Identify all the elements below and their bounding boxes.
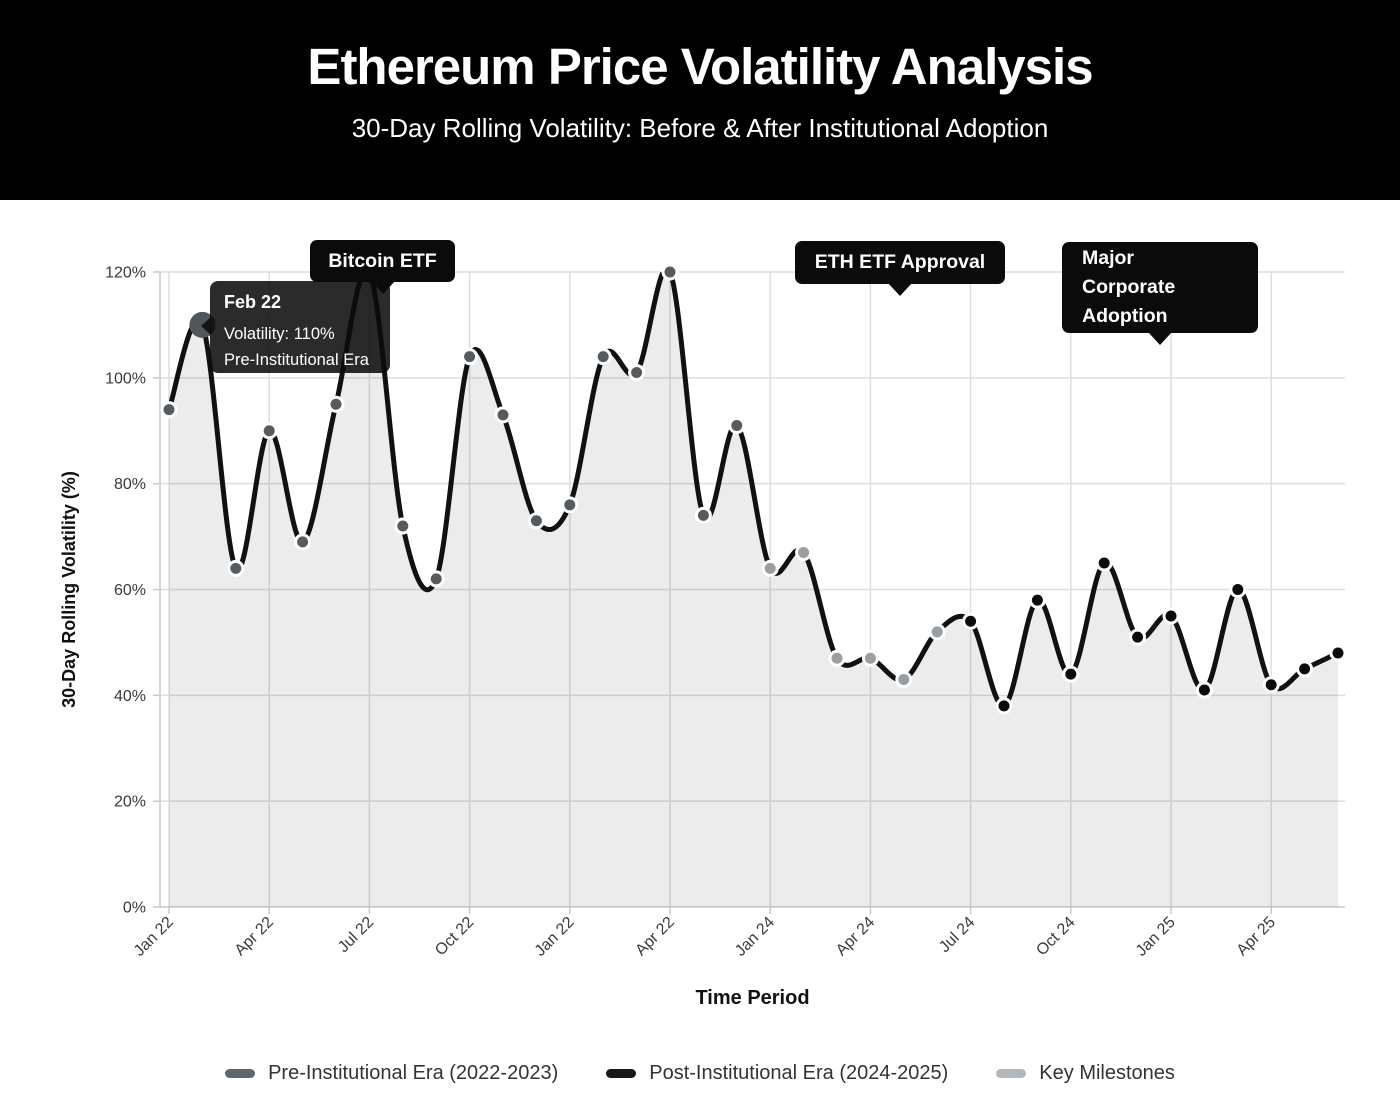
- x-axis-title: Time Period: [695, 987, 809, 1009]
- data-point[interactable]: [1229, 581, 1247, 598]
- data-point[interactable]: [461, 348, 479, 366]
- x-tick-label: Oct 22: [432, 914, 477, 959]
- annotation-text: Adoption: [1082, 305, 1168, 327]
- data-point[interactable]: [995, 697, 1013, 715]
- chart-legend: Pre-Institutional Era (2022-2023) Post-In…: [0, 1062, 1400, 1085]
- chart-container: 0% 20% 40% 60% 80% 100% 120% Jan 22 Apr 22 Jul 22…: [0, 200, 1400, 1120]
- data-point[interactable]: [260, 422, 278, 440]
- legend-swatch-post: [606, 1069, 637, 1078]
- data-point[interactable]: [1062, 665, 1080, 683]
- y-tick-label: 60%: [114, 582, 146, 599]
- data-point[interactable]: [895, 670, 913, 688]
- x-tick-label: Jan 25: [1133, 914, 1179, 960]
- page-title: Ethereum Price Volatility Analysis: [307, 38, 1093, 95]
- x-tick-label: Oct 24: [1033, 914, 1078, 959]
- x-tick-label: Jul 24: [936, 914, 978, 956]
- data-point[interactable]: [628, 364, 646, 382]
- data-point[interactable]: [828, 649, 846, 667]
- tooltip-series: Pre-Institutional Era: [224, 351, 369, 369]
- data-point[interactable]: [661, 263, 679, 281]
- data-point[interactable]: [761, 559, 779, 577]
- data-point[interactable]: [594, 348, 612, 366]
- annotation-eth-etf-approval: ETH ETF Approval: [795, 241, 1005, 296]
- x-tick-label: Jan 24: [732, 914, 778, 960]
- data-point[interactable]: [1095, 554, 1113, 572]
- annotation-text: Bitcoin ETF: [328, 249, 437, 272]
- x-tick-label: Apr 22: [232, 914, 277, 959]
- y-tick-label: 0%: [123, 900, 146, 917]
- legend-item-milestone[interactable]: Key Milestones: [996, 1062, 1175, 1085]
- x-tick-label: Jul 22: [335, 914, 377, 956]
- data-point[interactable]: [694, 506, 712, 524]
- y-tick-label: 40%: [114, 688, 146, 705]
- legend-label: Pre-Institutional Era (2022-2023): [268, 1062, 559, 1084]
- data-point[interactable]: [1329, 644, 1347, 662]
- data-point[interactable]: [1296, 660, 1314, 678]
- legend-swatch-milestone: [996, 1069, 1027, 1078]
- annotation-major-corporate-adoption: Major Corporate Adoption: [1062, 242, 1258, 345]
- legend-item-pre[interactable]: Pre-Institutional Era (2022-2023): [225, 1062, 558, 1085]
- data-point[interactable]: [394, 517, 412, 535]
- data-point[interactable]: [1195, 681, 1213, 699]
- data-point[interactable]: [294, 533, 312, 551]
- data-point[interactable]: [928, 623, 946, 641]
- legend-label: Key Milestones: [1039, 1062, 1175, 1084]
- data-point[interactable]: [427, 570, 445, 588]
- annotation-text: ETH ETF Approval: [814, 251, 986, 273]
- y-tick-label: 100%: [105, 370, 146, 387]
- data-point[interactable]: [527, 512, 545, 530]
- annotation-pointer: [1148, 332, 1172, 345]
- data-point[interactable]: [861, 649, 879, 667]
- data-point[interactable]: [494, 406, 512, 424]
- annotation-text: Corporate: [1082, 276, 1176, 298]
- page-subtitle: 30-Day Rolling Volatility: Before & Afte…: [351, 113, 1049, 143]
- legend-label: Post-Institutional Era (2024-2025): [649, 1062, 949, 1084]
- data-point[interactable]: [1262, 676, 1280, 694]
- tooltip-caret: [201, 317, 211, 335]
- x-tick-label: Apr 24: [833, 914, 878, 959]
- tooltip-value: Volatility: 110%: [224, 325, 335, 343]
- annotation-text: Major: [1082, 247, 1135, 269]
- area-fill: [169, 272, 1338, 907]
- data-point[interactable]: [795, 543, 813, 561]
- data-point[interactable]: [1162, 607, 1180, 625]
- y-axis-title: 30-Day Rolling Volatility (%): [59, 471, 79, 708]
- data-point[interactable]: [962, 612, 980, 630]
- data-point[interactable]: [1129, 628, 1147, 646]
- x-tick-label: Apr 22: [632, 914, 677, 959]
- tooltip-title: Feb 22: [224, 292, 282, 312]
- data-point[interactable]: [1028, 591, 1046, 609]
- x-tick-label: Jan 22: [131, 914, 177, 960]
- header: Ethereum Price Volatility Analysis 30-Da…: [0, 0, 1400, 200]
- data-point[interactable]: [327, 395, 345, 413]
- legend-item-post[interactable]: Post-Institutional Era (2024-2025): [606, 1062, 948, 1085]
- tooltip: Feb 22 Volatility: 110% Pre-Institutional …: [201, 281, 390, 373]
- y-tick-label: 20%: [114, 794, 146, 811]
- data-point[interactable]: [728, 416, 746, 434]
- legend-swatch-pre: [225, 1069, 256, 1078]
- annotation-pointer: [888, 283, 912, 296]
- y-tick-label: 80%: [114, 476, 146, 493]
- y-tick-label: 120%: [105, 265, 146, 282]
- x-tick-label: Apr 25: [1234, 914, 1279, 959]
- x-tick-label: Jan 22: [532, 914, 578, 960]
- annotation-bitcoin-etf: Bitcoin ETF: [310, 240, 455, 294]
- data-point[interactable]: [160, 401, 178, 419]
- data-point[interactable]: [227, 559, 245, 577]
- data-point[interactable]: [561, 496, 579, 514]
